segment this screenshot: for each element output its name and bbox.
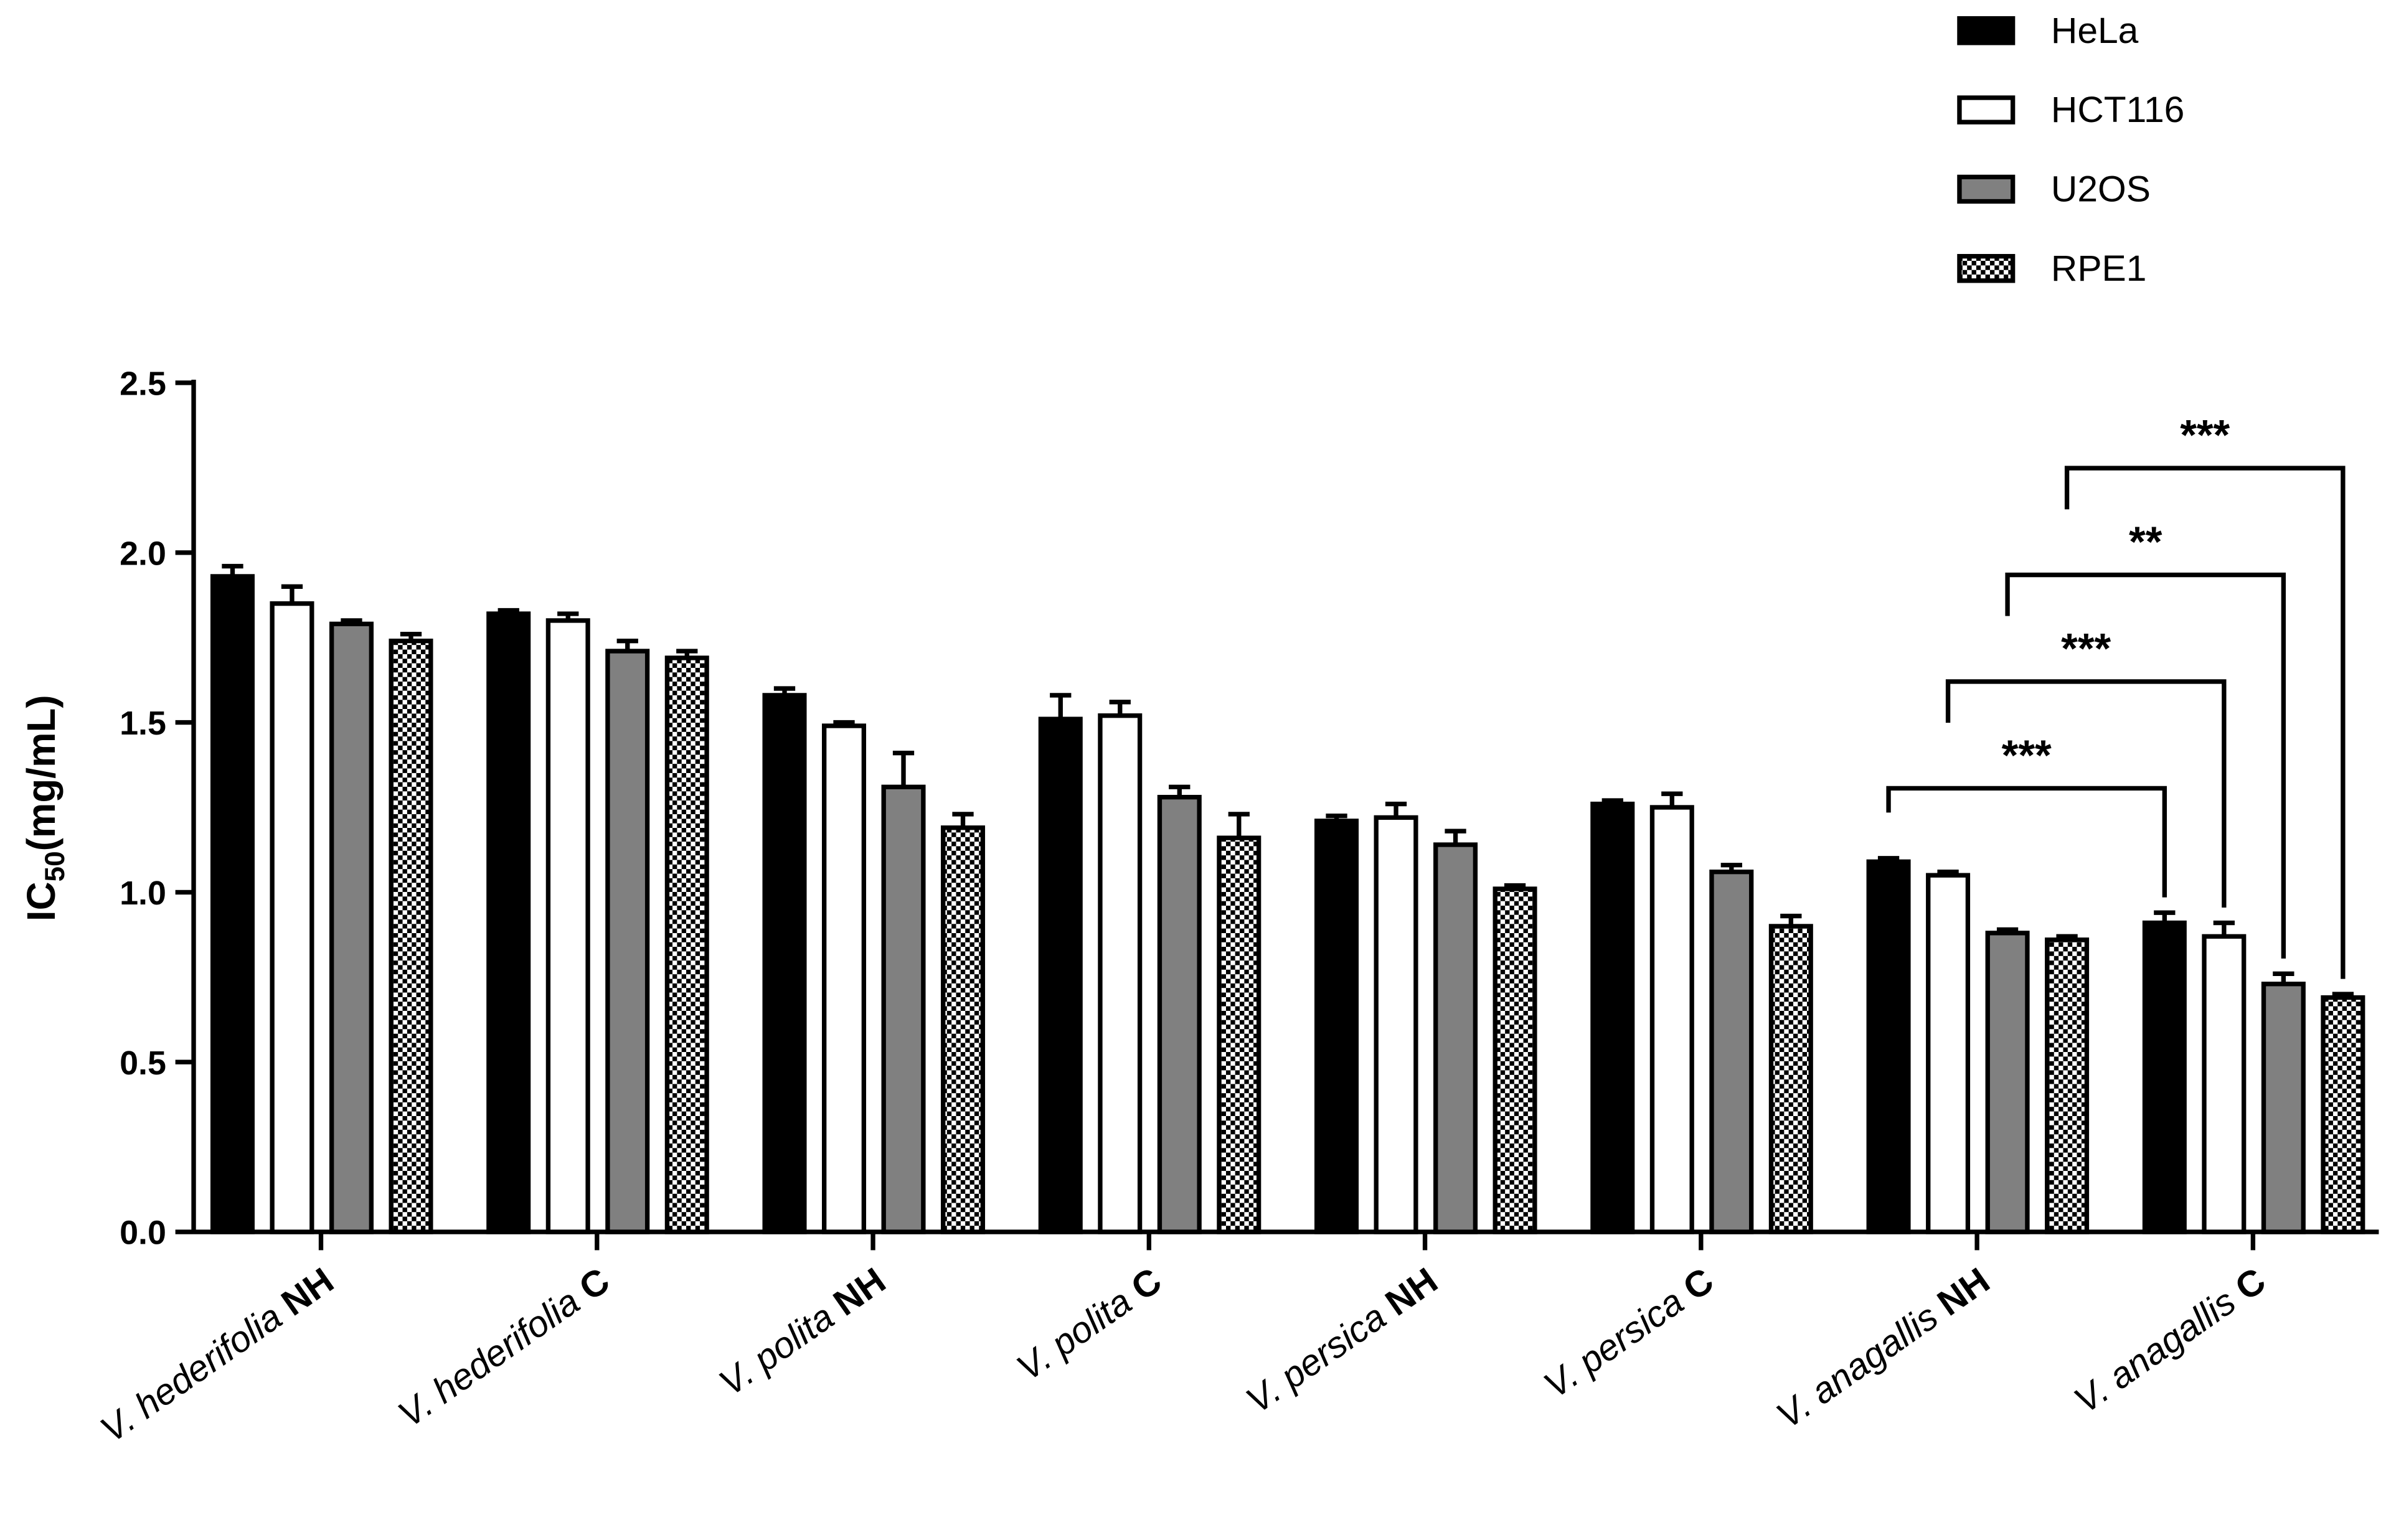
- bar: [881, 784, 926, 1234]
- y-tick-label: 2.5: [120, 365, 166, 403]
- bar: [2321, 995, 2365, 1234]
- x-tick-label: V. polita C: [1009, 1261, 1169, 1389]
- bar: [389, 638, 433, 1234]
- bar: [1649, 805, 1694, 1234]
- significance-label: ***: [2180, 411, 2230, 459]
- legend-label: HeLa: [2051, 11, 2139, 51]
- x-tick-label: V. hederifolia C: [391, 1261, 617, 1435]
- category-species: V. anagallis: [2067, 1281, 2243, 1421]
- y-title-unit: (mg/mL): [19, 695, 64, 851]
- legend-label: U2OS: [2051, 169, 2151, 210]
- legend-swatch: [1957, 174, 2016, 204]
- bar: [1098, 713, 1143, 1234]
- x-tick-label: V. persica C: [1537, 1261, 1721, 1406]
- bar: [1768, 924, 1813, 1234]
- bar: [545, 618, 590, 1234]
- bar: [486, 611, 531, 1234]
- category-species: V. polita: [712, 1297, 841, 1404]
- category-species: V. persica: [1239, 1297, 1394, 1422]
- bar: [2142, 920, 2187, 1234]
- significance-label: ***: [2002, 731, 2052, 779]
- significance-bracket: [1945, 679, 2227, 908]
- bar: [1926, 873, 1971, 1234]
- bar: [1493, 886, 1537, 1234]
- significance-bracket: [2064, 466, 2346, 979]
- x-tick-label: V. hederifolia NH: [93, 1261, 341, 1451]
- category-treatment: NH: [275, 1261, 341, 1324]
- bar: [2045, 937, 2090, 1234]
- significance-label: ***: [2061, 625, 2111, 673]
- bar: [762, 693, 807, 1234]
- x-tick-label: V. anagallis NH: [1770, 1261, 1997, 1437]
- bar: [1217, 835, 1262, 1234]
- bar: [605, 649, 650, 1234]
- legend-swatch: [1957, 16, 2016, 45]
- bar: [2202, 934, 2247, 1234]
- bar: [822, 723, 867, 1234]
- y-tick-label: 1.5: [120, 705, 166, 742]
- y-axis-title: IC50(mg/mL): [19, 695, 70, 921]
- significance-bracket: [2005, 572, 2286, 959]
- y-tick-label: 0.0: [120, 1214, 166, 1252]
- category-treatment: NH: [1930, 1261, 1997, 1324]
- y-title-subscript: 50: [40, 851, 70, 881]
- bar: [2261, 982, 2306, 1234]
- category-species: V. hederifolia: [93, 1297, 290, 1450]
- category-treatment: C: [1124, 1261, 1169, 1309]
- bar: [1866, 859, 1911, 1234]
- category-species: V. hederifolia: [391, 1281, 587, 1435]
- category-treatment: NH: [826, 1261, 893, 1324]
- bar: [1709, 869, 1754, 1234]
- bar: [1985, 931, 2030, 1234]
- bar: [941, 825, 986, 1234]
- y-tick-label: 2.0: [120, 535, 166, 572]
- y-tick-label: 1.0: [120, 875, 166, 912]
- bar: [1590, 801, 1635, 1234]
- category-species: V. persica: [1537, 1281, 1691, 1406]
- legend-swatch: [1957, 254, 2016, 283]
- bar: [664, 655, 709, 1234]
- category-species: V. anagallis: [1770, 1297, 1946, 1437]
- category-treatment: C: [1676, 1261, 1721, 1309]
- y-tick-label: 0.5: [120, 1045, 166, 1082]
- bar: [270, 601, 314, 1234]
- bar: [1314, 819, 1359, 1234]
- bar: [1038, 716, 1083, 1234]
- significance-label: **: [2129, 518, 2162, 566]
- y-title-main: IC: [19, 881, 64, 921]
- x-tick-label: V. anagallis C: [2067, 1261, 2273, 1422]
- legend-label: HCT116: [2051, 90, 2184, 130]
- bar: [1374, 815, 1418, 1234]
- significance-bracket: [1886, 786, 2167, 898]
- category-treatment: C: [572, 1261, 617, 1309]
- legend-swatch: [1957, 95, 2016, 124]
- bar: [210, 574, 255, 1234]
- x-tick-label: V. polita NH: [712, 1261, 893, 1404]
- bar: [1157, 794, 1202, 1234]
- legend-label: RPE1: [2051, 248, 2147, 289]
- x-tick-label: V. persica NH: [1239, 1261, 1445, 1422]
- category-species: V. polita: [1009, 1281, 1139, 1389]
- category-treatment: NH: [1379, 1261, 1445, 1324]
- bar: [329, 621, 374, 1234]
- bar: [1433, 842, 1478, 1234]
- category-treatment: C: [2228, 1261, 2273, 1309]
